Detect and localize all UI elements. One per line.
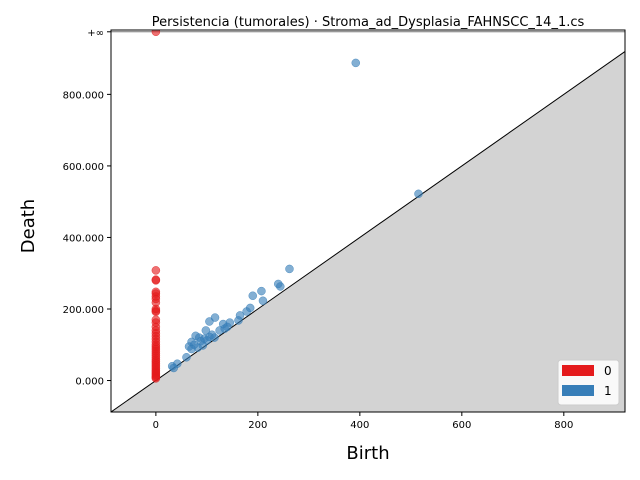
point-series-1 [234,316,243,325]
x-axis-ticks: 0 200 400 600 800 [153,412,573,431]
legend-label-0: 0 [604,364,612,378]
y-axis-ticks: 0.000 200.000 400.000 600.000 800.000 +∞ [63,28,111,388]
x-tick-label: 200 [248,420,267,431]
point-series-1 [285,264,294,274]
chart-title: Persistencia (tumorales) · Stroma_ad_Dys… [152,15,585,30]
x-axis-label: Birth [346,443,389,464]
point-series-0 [151,30,161,37]
y-axis-label: Death [18,199,39,253]
point-series-1 [258,296,268,306]
legend-swatch-0 [562,365,594,376]
point-series-1 [187,344,196,354]
point-series-0 [151,307,161,317]
below-diagonal-region [111,51,625,412]
y-tick-label: +∞ [87,28,104,39]
point-series-1 [182,353,191,362]
points-layer [151,30,423,383]
x-tick-label: 800 [554,420,573,431]
legend: 01 [557,359,620,406]
x-tick-label: 600 [452,420,471,431]
y-tick-label: 800.000 [63,90,104,101]
point-series-1 [215,326,224,335]
y-tick-label: 0.000 [75,377,104,388]
series-1 [167,58,423,373]
legend-swatch-1 [562,385,594,396]
point-series-0 [151,266,161,275]
plot-area [111,30,625,412]
point-series-0 [151,276,161,285]
legend-label-1: 1 [604,384,612,398]
x-tick-label: 0 [153,420,159,431]
point-series-1 [207,330,217,339]
y-tick-label: 600.000 [63,162,104,173]
point-series-1 [351,58,361,68]
point-series-1 [414,189,423,199]
y-tick-label: 200.000 [63,305,104,316]
series-0 [151,30,161,383]
point-series-1 [201,326,211,335]
point-series-1 [169,363,178,373]
plot-frame [110,29,626,413]
x-tick-label: 400 [350,420,369,431]
point-series-1 [276,282,285,291]
y-tick-label: 400.000 [63,233,104,244]
point-series-0 [151,374,161,383]
point-series-1 [205,317,214,326]
point-series-1 [242,307,251,316]
point-series-1 [257,286,266,296]
point-series-1 [248,291,258,301]
